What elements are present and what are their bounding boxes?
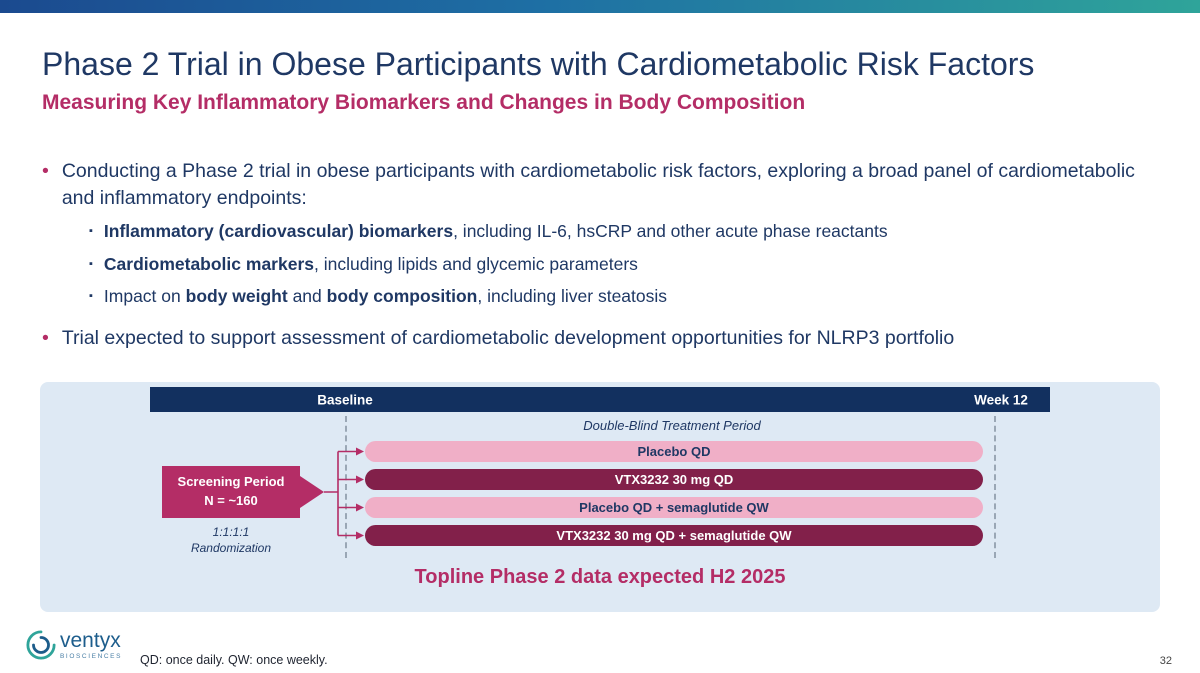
treatment-arm-vtx3232-qd: VTX3232 30 mg QD	[365, 469, 983, 490]
ventyx-logo: ventyx BIOSCIENCES	[26, 630, 122, 660]
bullet-dot-icon	[42, 325, 49, 352]
timeline-week12-label: Week 12	[974, 392, 1028, 407]
sub-bullet-3: Impact on body weight and body compositi…	[89, 285, 1157, 308]
randomization-ratio: 1:1:1:1	[212, 525, 250, 539]
sub-bullet-3-text: Impact on body weight and body compositi…	[104, 285, 667, 308]
double-blind-period-label: Double-Blind Treatment Period	[583, 418, 761, 433]
timeline-bar: Baseline Week 12	[150, 387, 1050, 412]
bullet-item-1-text: Conducting a Phase 2 trial in obese part…	[61, 160, 1135, 209]
sub-bullet-1-rest: , including IL-6, hsCRP and other acute …	[453, 221, 888, 242]
sub-bullet-1-bold: Inflammatory (cardiovascular) biomarkers	[103, 221, 454, 242]
sub-bullet-3-mid: and	[287, 285, 327, 306]
treatment-arm-placebo-qd: Placebo QD	[365, 441, 983, 462]
bullet-list: Conducting a Phase 2 trial in obese part…	[42, 158, 1157, 351]
logo-subtitle: BIOSCIENCES	[60, 653, 123, 660]
bullet-item-2: Trial expected to support assessment of …	[42, 325, 1157, 352]
treatment-arm-vtx3232-semaglutide: VTX3232 30 mg QD + semaglutide QW	[365, 525, 983, 546]
sub-bullet-2: Cardiometabolic markers, including lipid…	[89, 253, 1157, 276]
screening-period-label: Screening Period	[177, 474, 285, 490]
treatment-arm-placebo-semaglutide: Placebo QD + semaglutide QW	[365, 497, 983, 518]
timeline-baseline-label: Baseline	[317, 392, 373, 407]
topline-data-expectation: Topline Phase 2 data expected H2 2025	[414, 566, 786, 588]
week12-dashed-line	[994, 416, 996, 558]
ventyx-swirl-icon	[26, 630, 56, 660]
slide-subtitle: Measuring Key Inflammatory Biomarkers an…	[42, 91, 806, 114]
screening-period-box: Screening Period N = ~160	[162, 466, 300, 518]
abbreviations-footnote: QD: once daily. QW: once weekly.	[140, 653, 328, 667]
ventyx-logo-text: ventyx BIOSCIENCES	[60, 630, 122, 660]
square-bullet-icon	[89, 285, 93, 304]
bullet-item-2-text: Trial expected to support assessment of …	[61, 326, 955, 349]
sub-bullet-1-text: Inflammatory (cardiovascular) biomarkers…	[104, 220, 888, 243]
logo-name: ventyx	[60, 629, 121, 652]
sub-bullet-3-rest: , including liver steatosis	[477, 285, 668, 306]
page-number: 32	[1159, 655, 1172, 667]
screening-n-label: N = ~160	[204, 493, 258, 508]
sub-bullet-3-bold2: body composition	[326, 285, 478, 306]
randomization-arrow-icon	[300, 447, 364, 540]
sub-bullet-2-rest: , including lipids and glycemic paramete…	[314, 253, 638, 274]
bullet-item-1: Conducting a Phase 2 trial in obese part…	[42, 158, 1157, 211]
baseline-dashed-line	[345, 416, 347, 558]
square-bullet-icon	[89, 253, 93, 272]
square-bullet-icon	[89, 220, 93, 239]
slide-title: Phase 2 Trial in Obese Participants with…	[42, 46, 1035, 82]
sub-bullet-1: Inflammatory (cardiovascular) biomarkers…	[89, 220, 1157, 243]
trial-design-diagram: Baseline Week 12 Double-Blind Treatment …	[40, 382, 1160, 612]
top-gradient-bar	[0, 0, 1200, 13]
sub-bullet-2-text: Cardiometabolic markers, including lipid…	[104, 253, 638, 276]
bullet-dot-icon	[42, 158, 49, 185]
sub-bullet-3-bold1: body weight	[185, 285, 288, 306]
sub-bullet-3-pre: Impact on	[103, 285, 186, 306]
randomization-text: Randomization	[190, 540, 272, 555]
randomization-label: 1:1:1:1 Randomization	[162, 525, 300, 556]
sub-bullet-2-bold: Cardiometabolic markers	[103, 253, 314, 274]
